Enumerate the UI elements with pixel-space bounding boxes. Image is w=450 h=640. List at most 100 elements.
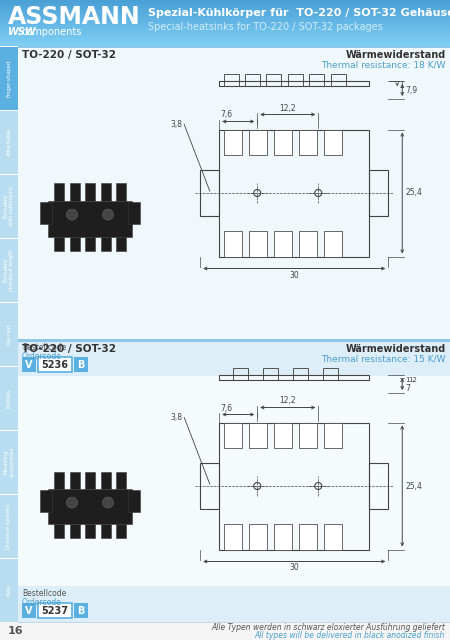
Bar	[0, 495, 18, 558]
Bar	[0, 19, 450, 20]
Bar	[0, 239, 18, 302]
Bar	[38, 357, 72, 372]
Text: 5237: 5237	[41, 605, 68, 616]
Bar	[293, 368, 308, 380]
Bar	[18, 46, 450, 340]
Bar	[85, 237, 95, 252]
Bar	[0, 367, 18, 430]
Bar	[54, 237, 64, 252]
Bar	[0, 9, 450, 10]
Bar	[0, 34, 450, 35]
Bar	[0, 37, 450, 38]
Bar	[299, 422, 317, 448]
Bar	[0, 303, 18, 366]
Bar	[0, 27, 450, 28]
Bar	[0, 17, 450, 18]
Text: Attachable: Attachable	[6, 128, 12, 156]
Bar	[369, 170, 388, 216]
Text: 30: 30	[289, 271, 299, 280]
Bar	[249, 524, 267, 550]
Bar	[0, 47, 18, 110]
Bar	[69, 184, 80, 201]
Bar	[224, 129, 242, 155]
Text: TO-220 / SOT-32: TO-220 / SOT-32	[22, 344, 116, 354]
Bar	[299, 231, 317, 257]
Text: WSW: WSW	[8, 27, 36, 37]
Text: Profiles: Profiles	[6, 388, 12, 408]
Bar	[309, 74, 324, 86]
Text: 1: 1	[399, 81, 404, 90]
Bar	[0, 22, 450, 23]
Text: 5236: 5236	[41, 360, 68, 369]
Bar	[0, 15, 450, 16]
Text: B: B	[77, 605, 85, 616]
Text: 16: 16	[8, 626, 23, 636]
Text: Distance spacers: Distance spacers	[6, 504, 12, 548]
Text: Wärmewiderstand: Wärmewiderstand	[346, 50, 446, 60]
Bar	[18, 340, 450, 376]
Bar	[18, 622, 450, 623]
Bar	[38, 603, 72, 618]
Bar	[245, 74, 260, 86]
Bar	[0, 2, 450, 3]
Bar	[324, 129, 342, 155]
Bar	[0, 44, 450, 45]
Bar	[0, 16, 450, 17]
Bar	[0, 43, 450, 44]
Text: Spezial-Kühlkörper für  TO-220 / SOT-32 Gehäuse: Spezial-Kühlkörper für TO-220 / SOT-32 G…	[148, 8, 450, 18]
Text: Ordercode: Ordercode	[22, 598, 62, 607]
Bar	[274, 129, 292, 155]
Text: 7,6: 7,6	[220, 403, 232, 413]
Bar	[128, 202, 140, 224]
Bar	[0, 28, 450, 29]
Circle shape	[103, 209, 113, 220]
Text: 7: 7	[405, 384, 410, 393]
Bar	[0, 18, 450, 19]
Bar	[0, 24, 450, 25]
Bar	[0, 111, 18, 174]
Bar	[54, 472, 64, 490]
Bar	[100, 472, 111, 490]
Bar	[0, 14, 450, 15]
Bar	[22, 357, 36, 372]
Bar	[219, 81, 369, 86]
Bar	[224, 231, 242, 257]
Text: Finger-shaped: Finger-shaped	[6, 60, 12, 97]
Bar	[324, 524, 342, 550]
Text: Fans: Fans	[6, 584, 12, 596]
Bar	[69, 524, 80, 538]
Bar	[0, 33, 450, 34]
Bar	[219, 422, 369, 550]
Text: B: B	[77, 360, 85, 369]
Text: V: V	[25, 360, 33, 369]
Bar	[266, 74, 281, 86]
Text: Mounting
accessories: Mounting accessories	[4, 447, 14, 477]
Bar	[0, 40, 450, 41]
Bar	[69, 472, 80, 490]
Bar	[233, 368, 248, 380]
Bar	[100, 524, 111, 538]
Text: 12,2: 12,2	[279, 104, 296, 113]
Bar	[100, 184, 111, 201]
Bar	[200, 463, 219, 509]
Bar	[0, 559, 18, 622]
Text: Bestellcode: Bestellcode	[22, 343, 66, 352]
Bar	[0, 6, 450, 7]
Circle shape	[67, 497, 77, 508]
Bar	[0, 8, 450, 9]
Bar	[0, 0, 450, 1]
Bar	[0, 4, 450, 5]
Bar	[0, 36, 450, 37]
Bar	[249, 129, 267, 155]
Bar	[0, 35, 450, 36]
Circle shape	[67, 209, 77, 220]
Bar	[0, 20, 450, 21]
Bar	[299, 129, 317, 155]
Bar	[0, 31, 450, 32]
Text: Bestellcode: Bestellcode	[22, 589, 66, 598]
Bar	[219, 129, 369, 257]
Text: Wärmewiderstand: Wärmewiderstand	[346, 344, 446, 354]
Text: components: components	[21, 27, 81, 37]
Bar	[0, 45, 450, 46]
Text: V: V	[25, 605, 33, 616]
